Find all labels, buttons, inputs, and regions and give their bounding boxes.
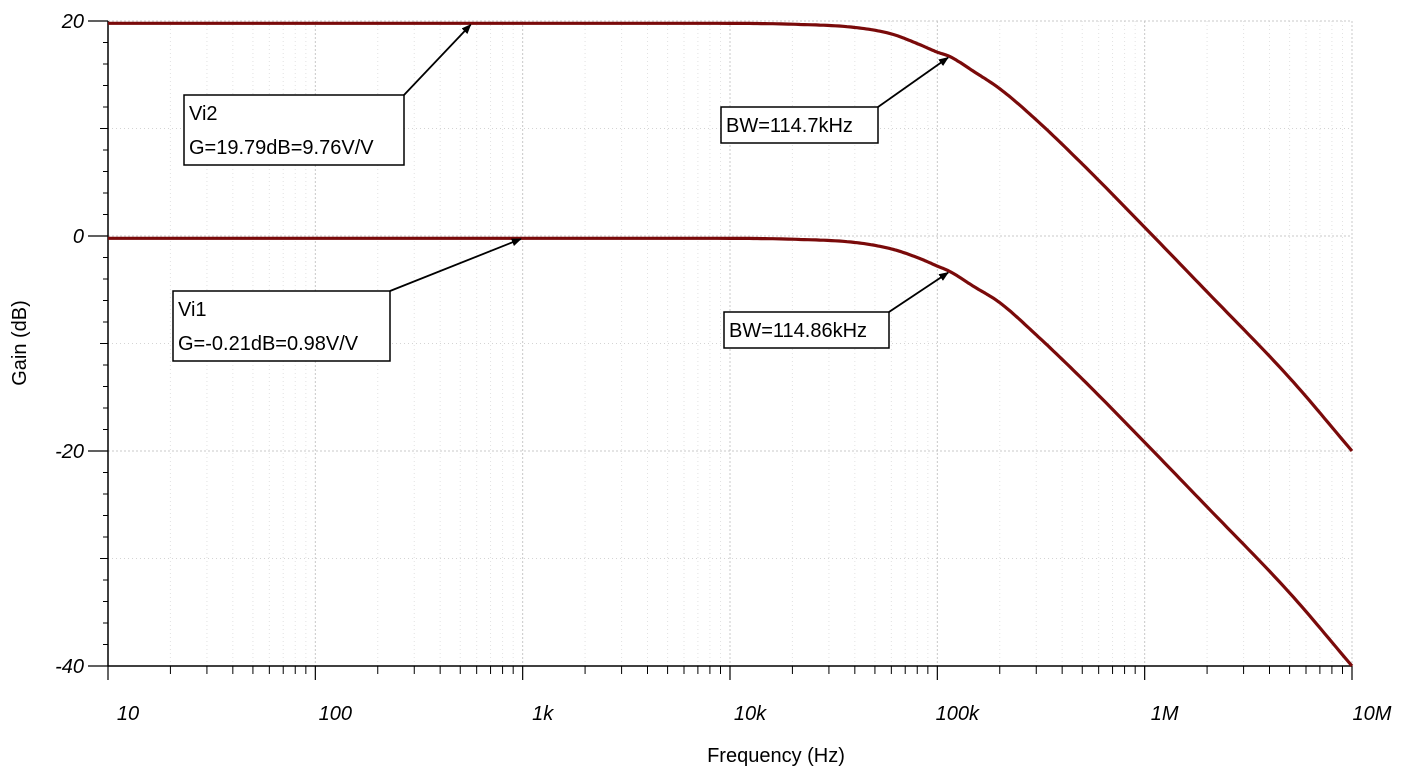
y-tick-label: 20 bbox=[61, 11, 84, 33]
annotation-vi2-gain: Vi2 G=19.79dB=9.76V/V bbox=[183, 23, 472, 166]
annotations: Vi2 G=19.79dB=9.76V/V BW=114.7kHz Vi1 G=-0.2… bbox=[172, 23, 949, 362]
y-tick-label: -20 bbox=[55, 441, 84, 463]
tick-marks bbox=[88, 20, 1353, 680]
series-line-vi2 bbox=[108, 21, 1354, 453]
annotation-box bbox=[172, 290, 391, 362]
annotation-text: BW=114.7kHz bbox=[726, 115, 853, 137]
x-tick-label: 10 bbox=[117, 703, 139, 725]
x-tick-label: 10k bbox=[734, 703, 767, 725]
annotation-arrow bbox=[403, 23, 472, 96]
annotation-arrow bbox=[389, 238, 522, 292]
series-line-vi1 bbox=[108, 236, 1354, 668]
x-tick-label: 10M bbox=[1353, 703, 1392, 725]
annotation-text: G=19.79dB=9.76V/V bbox=[189, 137, 374, 159]
annotation-arrow bbox=[888, 271, 949, 313]
y-tick-label: -40 bbox=[55, 656, 84, 678]
y-tick-label: 0 bbox=[73, 226, 84, 248]
annotation-text: G=-0.21dB=0.98V/V bbox=[178, 333, 359, 355]
x-axis-title: Frequency (Hz) bbox=[707, 745, 845, 767]
annotation-box bbox=[723, 311, 890, 349]
x-tick-label: 100 bbox=[319, 703, 352, 725]
annotation-vi1-gain: Vi1 G=-0.21dB=0.98V/V bbox=[172, 238, 522, 362]
annotation-vi1-bw: BW=114.86kHz bbox=[723, 271, 949, 349]
annotation-box bbox=[720, 106, 879, 144]
x-tick-label: 1M bbox=[1151, 703, 1179, 725]
y-axis-title: Gain (dB) bbox=[9, 300, 31, 386]
annotation-text: Vi1 bbox=[178, 299, 207, 321]
annotation-arrow bbox=[877, 56, 949, 108]
annotation-box bbox=[183, 94, 405, 166]
series-lines bbox=[108, 21, 1354, 668]
annotation-text: Vi2 bbox=[189, 103, 218, 125]
x-tick-label: 1k bbox=[532, 703, 554, 725]
tick-labels: 10 100 1k 10k 100k 1M 10M 20 0 -20 -40 bbox=[55, 11, 1392, 725]
grid bbox=[108, 20, 1353, 666]
annotation-vi2-bw: BW=114.7kHz bbox=[720, 56, 949, 144]
annotation-text: BW=114.86kHz bbox=[729, 320, 867, 342]
x-tick-label: 100k bbox=[936, 703, 980, 725]
